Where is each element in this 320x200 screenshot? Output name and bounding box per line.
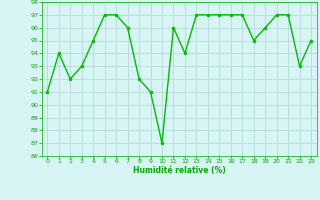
X-axis label: Humidité relative (%): Humidité relative (%) — [133, 166, 226, 175]
